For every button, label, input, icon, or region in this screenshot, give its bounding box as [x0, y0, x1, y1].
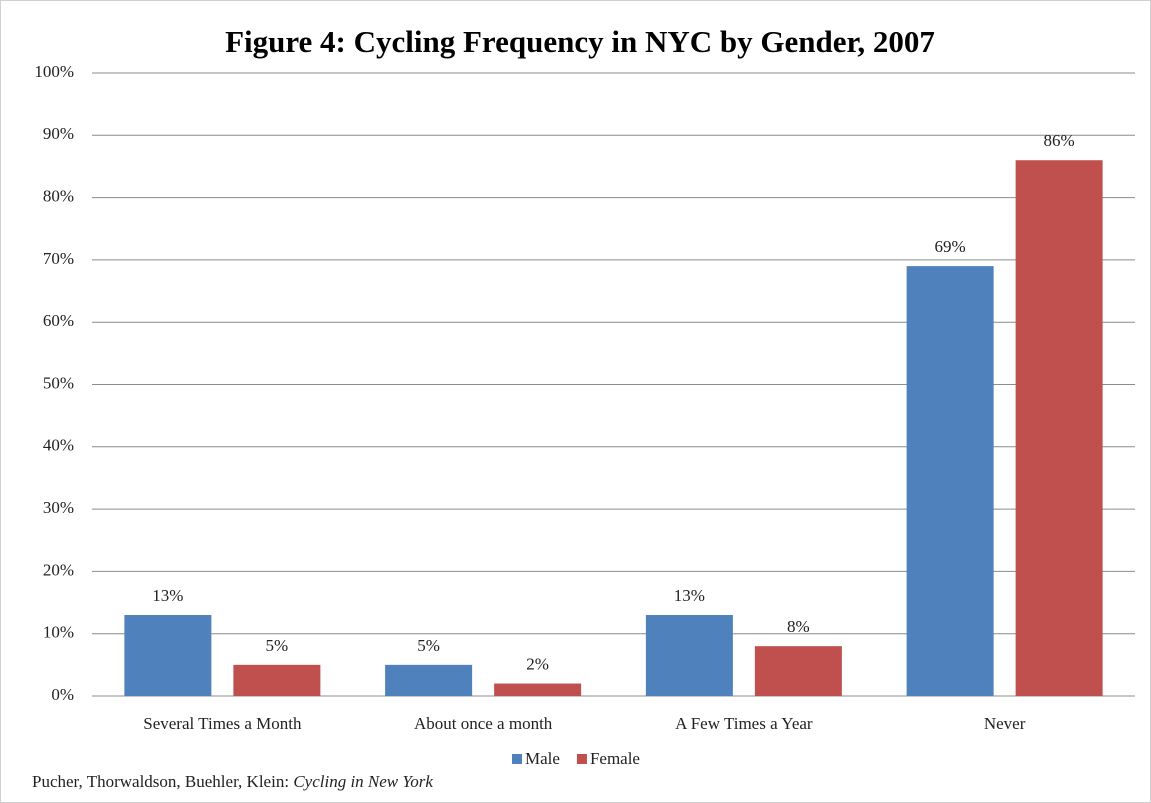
data-label: 2% [526, 654, 549, 673]
x-tick-label: A Few Times a Year [675, 714, 813, 733]
legend-swatch [576, 754, 587, 764]
y-tick-label: 10% [43, 623, 74, 642]
y-tick-label: 60% [43, 311, 74, 330]
y-tick-label: 100% [34, 62, 74, 81]
data-label: 5% [417, 636, 440, 655]
chart-title: Figure 4: Cycling Frequency in NYC by Ge… [225, 24, 935, 59]
x-tick-label: Never [984, 714, 1026, 733]
bar [1015, 160, 1103, 697]
data-label: 13% [152, 586, 183, 605]
bar [494, 683, 582, 696]
data-label: 8% [787, 617, 810, 636]
bar [754, 646, 842, 696]
y-tick-label: 40% [43, 436, 74, 455]
source-authors: Pucher, Thorwaldson, Buehler, Klein: [32, 772, 293, 791]
bar [124, 615, 212, 696]
data-label: 13% [674, 586, 705, 605]
y-tick-label: 90% [43, 124, 74, 143]
source-title: Cycling in New York [293, 772, 433, 791]
bar [385, 664, 473, 696]
data-label: 69% [935, 237, 966, 256]
y-tick-label: 50% [43, 373, 74, 392]
x-tick-label: Several Times a Month [143, 714, 302, 733]
data-label: 5% [266, 636, 289, 655]
data-label: 86% [1044, 131, 1075, 150]
y-tick-label: 70% [43, 249, 74, 268]
legend-label: Male [525, 749, 560, 768]
y-tick-label: 30% [43, 498, 74, 517]
source: Pucher, Thorwaldson, Buehler, Klein: Cyc… [32, 772, 433, 791]
y-tick-label: 20% [43, 560, 74, 579]
y-tick-label: 80% [43, 187, 74, 206]
bar [906, 266, 994, 696]
bar [233, 664, 321, 696]
x-tick-label: About once a month [414, 714, 553, 733]
bar [645, 615, 733, 696]
legend-label: Female [590, 749, 640, 768]
y-tick-label: 0% [51, 685, 74, 704]
legend-swatch [512, 754, 522, 764]
